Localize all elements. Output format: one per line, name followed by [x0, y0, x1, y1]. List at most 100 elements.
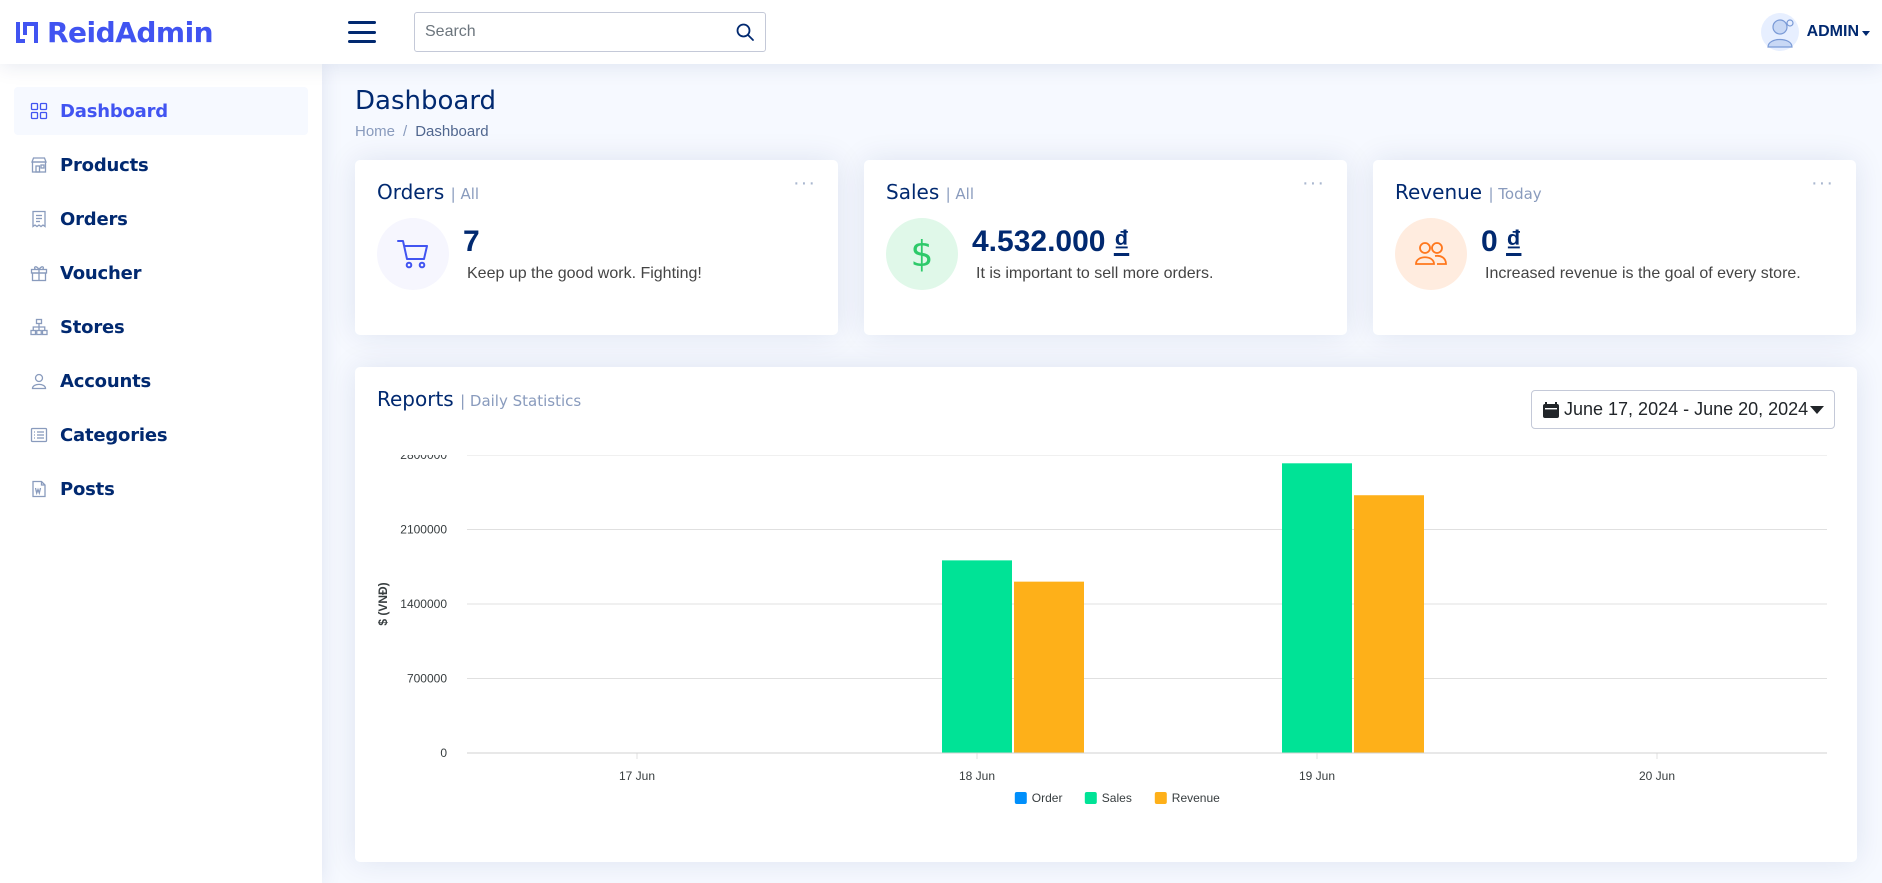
orders-count: 7	[463, 225, 480, 258]
legend-marker	[1014, 792, 1027, 804]
legend-marker	[1084, 792, 1097, 804]
card-filter: | All	[450, 185, 480, 203]
sidebar-item-label: Posts	[60, 478, 115, 500]
y-tick-label: 1400000	[400, 597, 447, 611]
more-options-icon[interactable]: ···	[793, 172, 816, 194]
card-title: Reports | Daily Statistics	[377, 387, 1835, 411]
bar-sales	[942, 560, 1012, 753]
more-options-icon[interactable]: ···	[1302, 172, 1325, 194]
card-title-text: Reports	[377, 387, 454, 411]
breadcrumb-home[interactable]: Home	[355, 123, 396, 140]
x-tick-label: 20 Jun	[1639, 769, 1675, 783]
toggle-sidebar-button[interactable]	[348, 21, 376, 43]
profile-dropdown[interactable]: ADMIN	[1760, 13, 1870, 51]
sidebar-item-stores[interactable]: Stores	[14, 303, 308, 351]
bar-sales	[1282, 463, 1352, 753]
people-icon	[1395, 218, 1467, 290]
card-filter: | Daily Statistics	[460, 392, 582, 410]
sidebar-item-orders[interactable]: Orders	[14, 195, 308, 243]
legend-label: Revenue	[1172, 791, 1220, 805]
revenue-card: ··· Revenue | Today 0 ₫ Increased revenu…	[1373, 160, 1856, 335]
y-tick-label: 700000	[407, 672, 447, 686]
caret-down-icon	[1810, 405, 1824, 414]
sidebar-item-label: Categories	[60, 424, 168, 446]
chevron-down-icon	[1862, 30, 1870, 36]
breadcrumb-separator: /	[403, 123, 408, 140]
more-options-icon[interactable]: ···	[1811, 172, 1834, 194]
logo[interactable]: ReidAdmin	[13, 16, 323, 49]
avatar	[1760, 13, 1799, 51]
logo-icon	[16, 22, 38, 43]
sidebar-item-voucher[interactable]: Voucher	[14, 249, 308, 297]
sidebar-item-label: Stores	[60, 316, 125, 338]
reports-card: Reports | Daily Statistics June 17, 2024…	[355, 367, 1857, 862]
sidebar-item-label: Products	[60, 154, 149, 176]
gift-icon	[30, 266, 48, 282]
search-input[interactable]	[425, 23, 735, 41]
sales-total: 4.532.000 ₫	[972, 225, 1213, 259]
page-title: Dashboard	[355, 86, 497, 116]
bar-chart: 0 700000 1400000 2100000 2800000 $ (VNĐ) 17 Ju…	[376, 448, 1827, 805]
x-tick-label: 17 Jun	[619, 769, 655, 783]
info-cards: ··· Orders | All 7 Keep up the good work…	[355, 160, 1857, 335]
y-axis-label: $ (VNĐ)	[376, 582, 390, 625]
breadcrumb: Home / Dashboard	[355, 123, 1857, 140]
orders-card: ··· Orders | All 7 Keep up the good work…	[355, 160, 838, 335]
revenue-total: 0 ₫	[1481, 225, 1801, 259]
reports-chart: 0 700000 1400000 2100000 2800000 $ (VNĐ) 17 Ju…	[355, 448, 1857, 855]
person-icon	[31, 373, 47, 390]
currency-symbol: ₫	[1506, 225, 1522, 258]
legend-marker	[1154, 792, 1167, 804]
diagram-icon	[30, 318, 48, 336]
legend-label: Sales	[1102, 791, 1132, 805]
card-title: Revenue | Today	[1395, 180, 1834, 204]
bar-revenue	[1354, 495, 1424, 753]
y-tick-label: 2800000	[400, 455, 447, 462]
sidebar-item-label: Voucher	[60, 262, 142, 284]
top-header: ReidAdmin ADMIN	[0, 0, 1882, 64]
file-word-icon	[32, 480, 46, 498]
y-tick-label: 2100000	[400, 523, 447, 537]
date-range-text: June 17, 2024 - June 20, 2024	[1564, 399, 1809, 419]
logo-text: ReidAdmin	[47, 15, 214, 49]
grid-icon	[30, 102, 48, 120]
dollar-icon: $	[886, 218, 958, 290]
sidebar-item-posts[interactable]: Posts	[14, 465, 308, 513]
sidebar-item-products[interactable]: Products	[14, 141, 308, 189]
currency-symbol: ₫	[1113, 225, 1130, 258]
sidebar-item-dashboard[interactable]: Dashboard	[14, 87, 308, 135]
sidebar-item-label: Orders	[60, 208, 128, 230]
breadcrumb-current: Dashboard	[415, 123, 489, 140]
sidebar-item-label: Dashboard	[60, 100, 168, 122]
shop-icon	[31, 157, 47, 173]
cart-icon	[377, 218, 449, 290]
revenue-value: 0	[1481, 225, 1498, 258]
list-icon	[30, 427, 48, 443]
sidebar: Dashboard Products Orders Voucher Stores…	[0, 64, 322, 883]
card-title-text: Sales	[886, 180, 940, 204]
sidebar-item-categories[interactable]: Categories	[14, 411, 308, 459]
x-tick-label: 19 Jun	[1299, 769, 1335, 783]
card-title: Orders | All	[377, 180, 816, 204]
sidebar-item-accounts[interactable]: Accounts	[14, 357, 308, 405]
x-tick-label: 18 Jun	[959, 769, 995, 783]
calendar-icon	[1543, 401, 1559, 418]
sidebar-item-label: Accounts	[60, 370, 151, 392]
card-title: Sales | All	[886, 180, 1325, 204]
sales-description: It is important to sell more orders.	[976, 265, 1214, 282]
search-icon[interactable]	[735, 22, 755, 42]
search-bar	[414, 12, 766, 52]
card-title-text: Orders	[377, 180, 445, 204]
y-tick-label: 0	[440, 746, 447, 760]
date-range-picker[interactable]: June 17, 2024 - June 20, 2024	[1531, 390, 1835, 429]
profile-name: ADMIN	[1806, 23, 1859, 40]
legend-label: Order	[1032, 791, 1063, 805]
receipt-icon	[32, 210, 46, 228]
revenue-description: Increased revenue is the goal of every s…	[1485, 265, 1801, 282]
card-filter: | All	[945, 185, 975, 203]
card-title-text: Revenue	[1395, 180, 1483, 204]
main-content: Dashboard Home / Dashboard ··· Orders | …	[355, 64, 1857, 862]
orders-description: Keep up the good work. Fighting!	[467, 265, 702, 282]
card-filter: | Today	[1488, 185, 1542, 203]
sales-card: ··· Sales | All $ 4.532.000 ₫ It is impo…	[864, 160, 1347, 335]
